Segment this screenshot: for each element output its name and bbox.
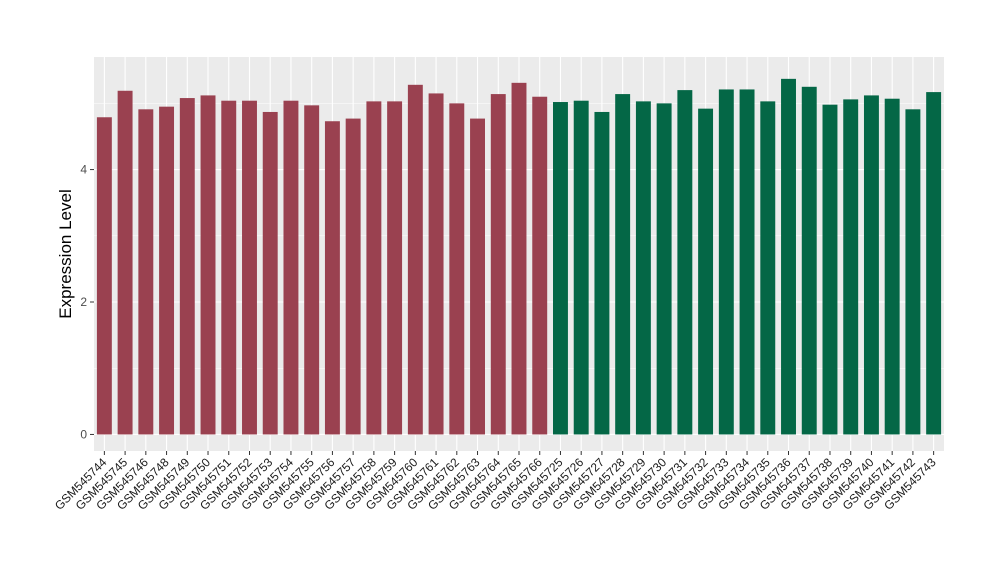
bar-GSM545738: [822, 104, 838, 435]
bar-GSM545762: [449, 103, 465, 435]
bars: [96, 78, 942, 435]
bar-GSM545758: [366, 101, 382, 435]
bar-GSM545756: [324, 121, 340, 435]
bar-GSM545765: [511, 82, 527, 435]
bar-GSM545742: [905, 109, 921, 435]
bar-GSM545750: [200, 95, 216, 435]
bar-GSM545737: [801, 86, 817, 435]
bar-GSM545726: [573, 100, 589, 435]
bar-GSM545734: [739, 89, 755, 435]
bar-GSM545751: [221, 100, 237, 435]
bar-GSM545763: [470, 118, 485, 435]
y-axis: 0 2 4: [80, 163, 94, 441]
bar-GSM545733: [718, 89, 734, 435]
bar-GSM545728: [615, 94, 631, 435]
bar-GSM545746: [138, 109, 154, 435]
x-axis: GSM545744GSM545745GSM545746GSM545748GSM5…: [52, 451, 939, 513]
bar-GSM545754: [283, 100, 299, 435]
y-axis-title: Expression Level: [56, 189, 75, 318]
bar-GSM545730: [656, 103, 672, 435]
bar-GSM545729: [635, 101, 651, 435]
bar-GSM545760: [407, 84, 423, 435]
bar-GSM545745: [117, 90, 133, 435]
bar-GSM545741: [884, 98, 900, 435]
bar-GSM545744: [96, 117, 112, 435]
y-tick-label: 0: [80, 427, 87, 441]
bar-GSM545766: [532, 96, 548, 435]
bar-GSM545761: [428, 93, 444, 435]
y-tick-label: 2: [80, 295, 87, 309]
bar-GSM545755: [304, 105, 320, 435]
bar-GSM545759: [387, 101, 403, 435]
bar-GSM545748: [159, 106, 175, 435]
bar-GSM545743: [926, 92, 942, 435]
bar-GSM545727: [594, 111, 610, 435]
bar-GSM545739: [843, 99, 859, 435]
bar-GSM545731: [677, 90, 693, 435]
bar-GSM545740: [863, 95, 879, 435]
bar-GSM545735: [760, 101, 776, 435]
bar-GSM545725: [553, 102, 568, 435]
bar-GSM545752: [242, 100, 257, 435]
bar-GSM545732: [698, 108, 714, 435]
y-tick-label: 4: [80, 163, 87, 177]
bar-GSM545764: [490, 94, 506, 435]
bar-GSM545757: [345, 118, 361, 435]
bar-GSM545749: [179, 98, 195, 435]
bar-GSM545736: [781, 78, 796, 435]
bar-GSM545753: [262, 111, 278, 435]
